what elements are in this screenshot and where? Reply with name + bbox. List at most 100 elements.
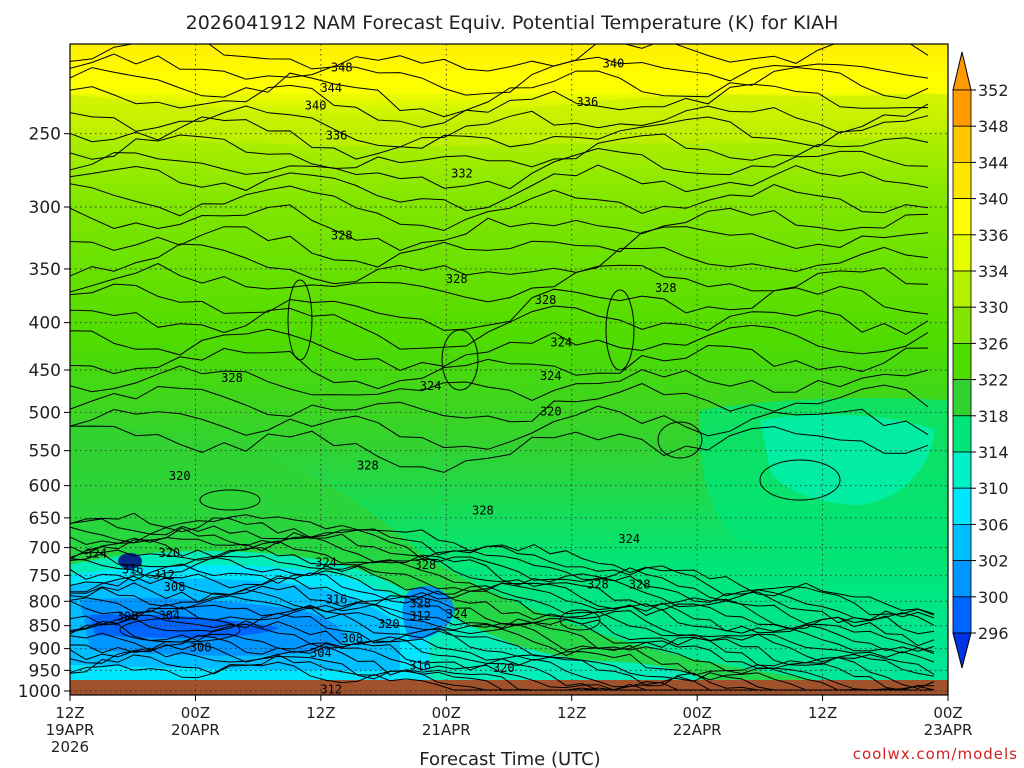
y-tick-label: 850	[29, 617, 61, 637]
contour-label-layer: 348 344 340 336 340 336 332 328 328 328 328 324 324 3…	[85, 57, 676, 697]
contour-label: 324	[618, 532, 640, 546]
contour-label: 312	[409, 609, 431, 623]
pressure-axis: 250 300 350 400 450 500 550 600 650 700 750 800 850 9…	[18, 125, 70, 702]
colorbar-swatch	[952, 234, 972, 272]
colorbar-swatch	[952, 560, 972, 598]
colorbar-swatch	[952, 270, 972, 308]
colorbar-label: 296	[978, 624, 1009, 643]
contour-label: 308	[117, 610, 139, 624]
y-tick-label: 300	[29, 198, 61, 218]
chart-title: 2026041912 NAM Forecast Equiv. Potential…	[186, 12, 839, 34]
y-tick-label: 750	[29, 566, 61, 586]
contour-line	[70, 103, 929, 148]
contour-label: 340	[603, 57, 625, 71]
credit-text: coolwx.com/models	[853, 745, 1018, 763]
contour-line	[70, 83, 928, 128]
contour-line	[70, 204, 929, 252]
colorbar-label: 306	[978, 515, 1009, 534]
y-tick-label: 800	[29, 592, 61, 612]
contour-line	[70, 606, 934, 691]
contour-label: 304	[310, 646, 332, 660]
colorbar-label: 326	[978, 334, 1009, 353]
contour-label: 300	[190, 640, 212, 654]
contour-line	[70, 536, 935, 635]
colorbar-label: 340	[978, 190, 1009, 209]
y-tick-label: 950	[29, 661, 61, 681]
x-tick-label: 00Z	[181, 704, 210, 722]
contour-line	[70, 563, 935, 663]
contour-line	[70, 600, 935, 691]
contour-label: 316	[122, 562, 144, 576]
colorbar-swatch	[952, 161, 972, 199]
contour-line	[70, 44, 929, 72]
contour-label: 324	[540, 369, 562, 383]
contour-label: 320	[158, 546, 180, 560]
colorbar-label: 352	[978, 81, 1009, 100]
contour-label: 328	[415, 558, 437, 572]
contour-line	[70, 226, 929, 268]
contour-line	[70, 53, 929, 96]
colorbar-label: 322	[978, 371, 1009, 390]
contour-label: 328	[472, 503, 494, 517]
contour-loop	[287, 279, 313, 361]
contour-label: 328	[629, 577, 651, 591]
contour-label: 312	[320, 682, 342, 696]
contour-label: 316	[409, 659, 431, 673]
x-tick-label: 12Z	[55, 704, 84, 722]
colorbar-label: 330	[978, 298, 1009, 317]
contour-label: 344	[320, 81, 342, 95]
contour-line	[70, 183, 929, 231]
y-tick-label: 600	[29, 477, 61, 497]
x-tick-label: 12Z	[306, 704, 335, 722]
contour-label: 328	[357, 459, 379, 473]
contour-line	[70, 133, 929, 170]
contour-line	[70, 383, 929, 423]
contour-label: 308	[341, 632, 363, 646]
contour-line	[70, 66, 929, 118]
contour-label: 332	[451, 166, 473, 180]
x-tick-label: 21APR	[422, 721, 471, 739]
y-tick-label: 1000	[18, 682, 61, 702]
contour-line	[70, 425, 929, 473]
contour-label: 324	[315, 555, 337, 569]
contour-line	[70, 512, 935, 615]
colorbar-swatch	[952, 379, 972, 417]
contour-label: 320	[540, 405, 562, 419]
contour-label: 320	[493, 661, 515, 675]
contour-line	[70, 539, 935, 647]
contour-line	[70, 575, 935, 677]
contour-line	[70, 115, 929, 160]
y-tick-label: 500	[29, 403, 61, 423]
upper-transition-band	[70, 93, 948, 147]
x-tick-label: 23APR	[924, 721, 973, 739]
contour-label: 312	[153, 568, 175, 582]
contour-loop	[441, 329, 479, 391]
colorbar-label: 336	[978, 226, 1009, 245]
x-tick-label: 00Z	[432, 704, 461, 722]
colorbar-swatch	[952, 342, 972, 380]
contour-line	[70, 365, 929, 401]
contour-line	[70, 595, 935, 691]
contour-label: 324	[420, 379, 442, 393]
contour-label: 324	[446, 607, 468, 621]
contour-label: 324	[550, 335, 572, 349]
colorbar-label: 348	[978, 117, 1009, 136]
contour-line	[70, 547, 935, 653]
contour-label: 320	[169, 469, 191, 483]
contour-line	[70, 405, 929, 450]
contour-label: 304	[158, 609, 180, 623]
contour-line	[70, 553, 935, 652]
x-tick-label: 2026	[51, 738, 89, 756]
contour-label: 328	[409, 596, 431, 610]
colorbar-label: 318	[978, 407, 1009, 426]
x-tick-label: 12Z	[557, 704, 586, 722]
colorbar: 352 348 344 340 336 334 330 326 322 318 314 310 306 3…	[952, 51, 1009, 669]
contour-line	[70, 556, 935, 655]
contour-line	[70, 527, 935, 626]
contour-lines	[70, 44, 935, 691]
contour-line	[70, 525, 935, 621]
contour-label: 348	[331, 60, 353, 74]
contour-line	[70, 661, 934, 691]
y-tick-label: 250	[29, 125, 61, 145]
